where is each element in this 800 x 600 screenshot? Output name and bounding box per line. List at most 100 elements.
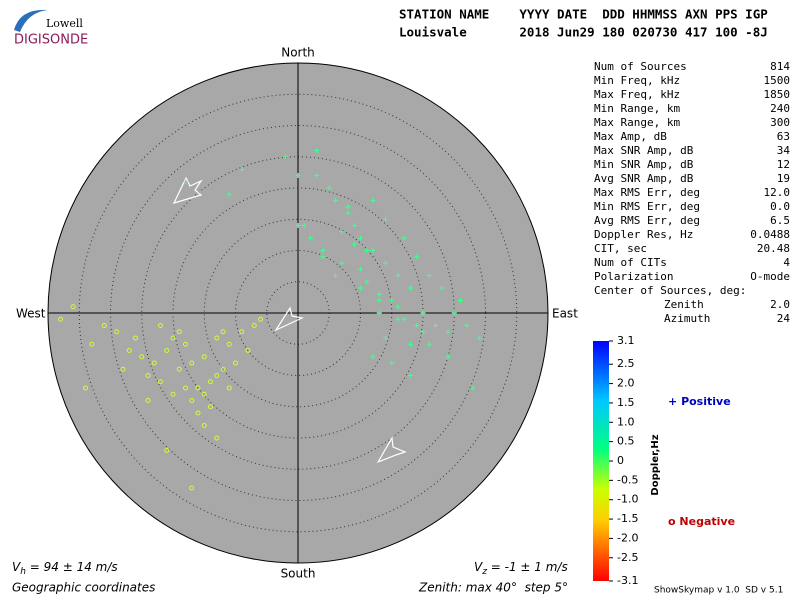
stat-value: O-mode [750,270,790,283]
source-positive [370,354,376,360]
source-positive [370,198,376,203]
source-positive [445,329,451,335]
source-positive [339,260,345,266]
source-negative [101,323,107,328]
vz-symbol: V [474,560,483,574]
source-positive [408,373,413,378]
legend-entry: o Negative [668,515,735,528]
center-label: Zenith [664,298,704,311]
coords-note: Geographic coordinates [12,581,155,595]
source-positive [464,323,470,328]
source-positive [458,298,463,303]
source-negative [208,404,213,410]
stat-label: Num of Sources [594,60,687,73]
center-label: Azimuth [664,312,710,325]
source-negative [126,348,132,353]
source-positive [445,354,451,360]
stat-label: Num of CITs [594,256,667,269]
source-negative [245,348,251,353]
source-positive [420,310,426,316]
vz: Vz = -1 ± 1 m/s [474,560,568,577]
stat-label: Min Freq, kHz [594,74,680,87]
stat-label: Max Freq, kHz [594,88,680,101]
source-negative [201,391,207,397]
stat-value: 1500 [764,74,791,87]
vz-text: = -1 ± 1 m/s [487,560,568,574]
source-positive [351,223,357,228]
source-positive [358,266,363,272]
stat-label: Polarization [594,270,673,283]
colorbar-tick-label: -3.1 [617,574,638,587]
source-positive [295,223,301,228]
source-positive [320,248,326,253]
colorbar-tick-label: -2.5 [617,551,638,564]
source-negative [226,385,232,391]
source-negative [201,354,207,360]
source-negative [170,391,176,397]
source-positive [283,154,288,160]
source-negative [170,335,176,341]
header-line: STATION NAME YYYY DATE DDD HHMMSS AXN PP… [399,7,768,22]
source-positive [308,235,313,241]
colorbar-tick-label: -1.5 [617,512,638,525]
source-positive [476,335,482,341]
source-negative [189,360,195,366]
source-positive [389,360,395,366]
source-positive [314,173,320,178]
center-value: 2.0 [770,298,790,311]
stat-value: 12 [777,158,790,171]
stat-label: Max SNR Amp, dB [594,144,694,157]
legend-marker: + [668,395,677,408]
source-negative [183,385,188,391]
colorbar-tick-label: 1.0 [617,415,635,428]
vh-sub: h [20,567,26,577]
source-negative [183,341,188,347]
source-positive [439,285,445,291]
source-negative [133,335,138,341]
stat-label: Min SNR Amp, dB [594,158,694,171]
source-negative [164,448,170,453]
legend-entry: + Positive [668,395,731,408]
source-negative [176,329,182,335]
source-negative [89,341,95,347]
stat-label: Doppler Res, Hz [594,228,693,241]
arrow [376,436,407,464]
colorbar-label: Doppler,Hz [650,434,661,495]
source-positive [333,198,338,203]
source-positive [364,248,370,253]
stat-value: 0.0488 [750,228,790,241]
source-positive [433,323,438,328]
stat-value: 1850 [764,88,791,101]
colorbar-tick-label: -2.0 [617,531,638,544]
dir-north: North [281,46,315,60]
source-negative [214,435,220,441]
source-positive [226,191,232,197]
source-negative [83,385,88,391]
logo-top: Lowell [46,17,83,30]
source-positive [389,298,395,303]
source-positive [301,223,307,228]
source-positive [426,273,432,278]
source-positive [320,254,326,260]
source-positive [333,273,338,278]
legend-name: Positive [681,395,731,408]
source-positive [426,341,432,347]
source-negative [176,366,182,372]
source-negative [139,354,145,360]
source-negative [58,316,63,322]
colorbar-tick-label: -0.5 [617,473,638,486]
stat-label: Min Range, km [594,102,680,115]
colorbar-tick-label: 3.1 [617,334,635,347]
source-negative [158,323,163,328]
source-positive [295,173,301,178]
colorbar-tick-label: 0.5 [617,435,635,448]
source-negative [114,329,120,335]
stat-value: 4 [783,256,790,269]
stat-value: 12.0 [764,186,791,199]
source-positive [420,329,426,335]
source-positive [383,260,388,266]
source-negative [258,316,263,322]
vh: Vh = 94 ± 14 m/s [12,560,118,577]
stat-label: Max RMS Err, deg [594,186,700,199]
